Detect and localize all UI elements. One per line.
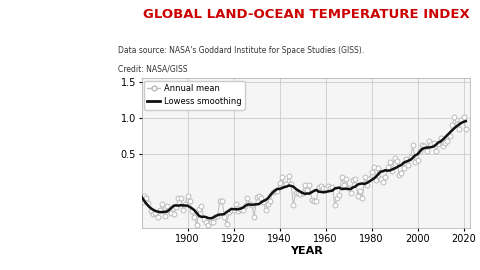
Text: Data source: NASA's Goddard Institute for Space Studies (GISS).: Data source: NASA's Goddard Institute fo… — [118, 46, 364, 55]
X-axis label: YEAR: YEAR — [289, 247, 323, 256]
Text: GLOBAL LAND-OCEAN TEMPERATURE INDEX: GLOBAL LAND-OCEAN TEMPERATURE INDEX — [143, 8, 469, 21]
Legend: Annual mean, Lowess smoothing: Annual mean, Lowess smoothing — [144, 81, 245, 110]
Text: Credit: NASA/GISS: Credit: NASA/GISS — [118, 65, 187, 74]
